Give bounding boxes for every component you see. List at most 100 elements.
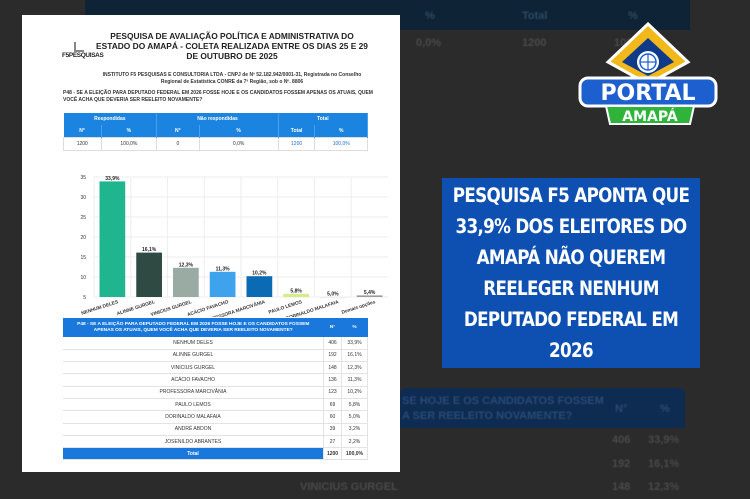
- bg-q-2: A SER REELEITO NOVAMENTE?: [402, 410, 573, 422]
- col-pct: %: [341, 318, 368, 337]
- bar: [283, 293, 309, 297]
- col-header: N°: [63, 125, 102, 137]
- count: 60: [323, 410, 342, 424]
- percent: 11,3%: [341, 373, 368, 387]
- percent: 3,2%: [341, 423, 368, 436]
- table-header: P48 - SE A ELEIÇÃO PARA DEPUTADO FEDERAL…: [63, 318, 324, 337]
- count: 192: [323, 349, 342, 363]
- bar: [246, 276, 273, 297]
- candidate-name: JOSENILDO ABRANTES: [63, 435, 324, 449]
- candidate-name: PAULO LEMOS: [63, 398, 324, 412]
- bg-header-2: Total: [522, 10, 548, 22]
- count: 27: [323, 435, 342, 449]
- table-row: ANDRÉ ABDON 39 3,2%: [63, 423, 368, 436]
- summary-value: 0,0%: [198, 136, 279, 151]
- y-tick-label: 15: [80, 255, 86, 261]
- col-header: %: [314, 125, 368, 137]
- bg-q-1: SE HOJE E OS CANDIDATOS FOSSEM: [402, 395, 604, 407]
- group-header: Não respondidas: [156, 113, 279, 125]
- y-tick-label: 25: [80, 215, 86, 221]
- bar: [320, 297, 346, 299]
- bg-value-2: 1200: [522, 37, 547, 49]
- bg-cell: 33,9%: [648, 434, 680, 446]
- percent: 12,3%: [341, 361, 368, 375]
- count: 406: [323, 337, 342, 350]
- candidate-name: VINICIUS GURGEL: [63, 361, 324, 375]
- bar: [99, 181, 126, 297]
- candidate-name: DORINALDO MALAFAIA: [63, 410, 324, 424]
- bar: [209, 271, 236, 297]
- col-header: %: [199, 125, 279, 137]
- bg-cell: 148: [612, 481, 631, 493]
- y-tick-label: 35: [80, 175, 86, 181]
- bg-name: VINICIUS GURGEL: [300, 481, 398, 493]
- total-row: Total 1200 100,0%: [63, 447, 368, 461]
- percent: 16,1%: [341, 349, 368, 363]
- table-row: ALINNE GURGEL 192 16,1%: [63, 349, 368, 363]
- summary-value: 0: [156, 136, 200, 151]
- document-title: PESQUISA DE AVALIAÇÃO POLÍTICA E ADMINIS…: [96, 31, 368, 61]
- f5-logo-text: F5PESQUISAS: [62, 52, 104, 59]
- data-label: 10,2%: [252, 271, 267, 277]
- bg-header-3: %: [628, 10, 638, 22]
- data-label: 5,4%: [364, 290, 376, 296]
- summary-value: 100,0%: [314, 136, 368, 151]
- portal-amapa-logo: PORTAL AMAPÁ: [578, 22, 718, 125]
- bg-value-1: 0,0%: [416, 37, 442, 49]
- col-n: N°: [323, 318, 342, 337]
- bar: [173, 267, 199, 297]
- bg-cell: 16,1%: [648, 458, 680, 470]
- data-label: 16,1%: [142, 247, 157, 253]
- table-row: JOSENILDO ABRANTES 27 2,2%: [63, 435, 368, 449]
- x-tick-label: Demais opções: [341, 299, 377, 316]
- percent: 5,0%: [341, 410, 368, 424]
- logo-name: PORTAL: [600, 81, 695, 106]
- candidate-name: ACÁCIO FAVACHO: [63, 373, 324, 387]
- summary-value: 1200: [277, 136, 316, 151]
- data-label: 5,0%: [327, 292, 339, 298]
- total-percent: 100,0%: [341, 447, 368, 461]
- count: 123: [323, 386, 342, 399]
- count: 39: [323, 423, 342, 436]
- group-header: Total: [278, 113, 369, 125]
- data-label: 33,9%: [105, 176, 120, 182]
- bar: [136, 252, 162, 297]
- col-header: %: [101, 125, 158, 137]
- table-row: PROFESSORA MARCIVÂNIA 123 10,2%: [63, 386, 368, 399]
- f5-logo: F5PESQUISAS: [62, 42, 104, 59]
- bg-header-1: %: [425, 10, 435, 22]
- count: 136: [323, 373, 342, 387]
- table-row: PAULO LEMOS 69 5,8%: [63, 398, 368, 412]
- bg-col-n: N°: [615, 403, 628, 415]
- x-tick-label: NENHUM DELES: [81, 299, 120, 317]
- summary-table: Respondidas Não respondidas Total N°% N°% To…: [63, 113, 369, 151]
- table-row: NENHUM DELES 406 33,9%: [63, 337, 368, 350]
- group-header: Respondidas: [63, 113, 158, 125]
- survey-document: F5PESQUISAS PESQUISA DE AVALIAÇÃO POLÍTI…: [22, 15, 400, 472]
- bg-cell: 192: [612, 458, 631, 470]
- candidate-name: ALINNE GURGEL: [63, 349, 324, 363]
- summary-value: 1200: [63, 136, 102, 151]
- candidate-name: ANDRÉ ABDON: [63, 423, 324, 436]
- headline: PESQUISA F5 APONTA QUE 33,9% DOS ELEITOR…: [442, 178, 700, 368]
- percent: 2,2%: [341, 435, 368, 449]
- count: 69: [323, 398, 342, 412]
- bg-col-pct: %: [660, 403, 670, 415]
- table-row: ACÁCIO FAVACHO 136 11,3%: [63, 373, 368, 387]
- chart-logo-icon: [74, 42, 84, 52]
- count: 148: [323, 361, 342, 375]
- logo-banner: [604, 105, 696, 125]
- y-tick-label: 30: [80, 195, 86, 201]
- col-header: N°: [156, 125, 200, 137]
- percent: 5,8%: [341, 398, 368, 412]
- percent: 10,2%: [341, 386, 368, 399]
- bg-cell: 12,3%: [648, 481, 680, 493]
- logo-sub: AMAPÁ: [622, 108, 678, 125]
- data-label: 5,8%: [290, 288, 302, 294]
- y-tick-label: 20: [80, 235, 86, 241]
- institute-info: INSTITUTO F5 PESQUISAS E CONSULTORIA LTD…: [102, 72, 362, 85]
- total-count: 1200: [323, 447, 342, 461]
- candidate-name: NENHUM DELES: [63, 337, 324, 350]
- total-label: Total: [63, 447, 324, 461]
- col-header: Total: [278, 125, 316, 137]
